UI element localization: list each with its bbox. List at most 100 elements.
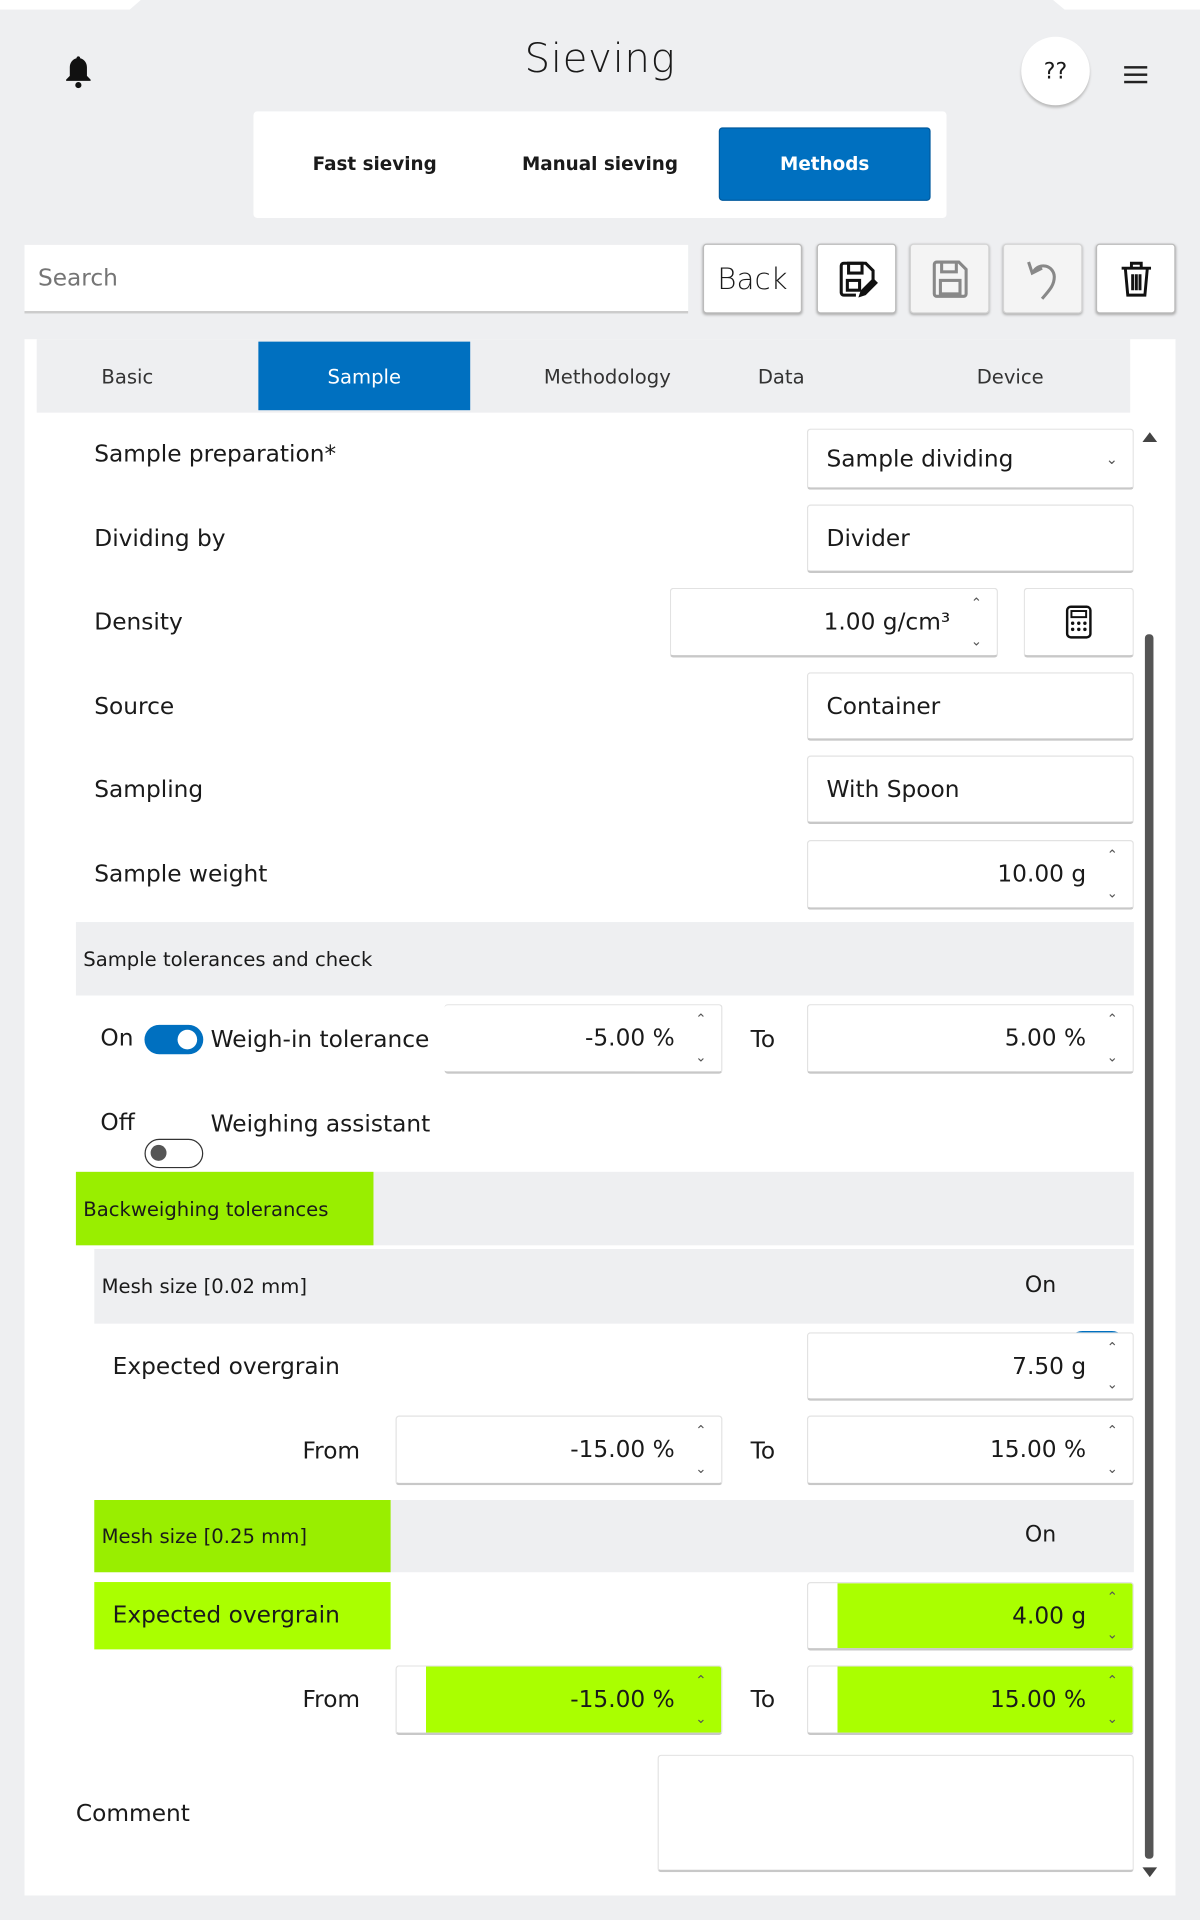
spin-down-icon[interactable]: ⌄ bbox=[1106, 1376, 1118, 1393]
spin-down-icon[interactable]: ⌄ bbox=[1106, 1710, 1118, 1727]
scrollbar-thumb[interactable] bbox=[1144, 634, 1154, 1859]
weighing-assistant-label: Weighing assistant bbox=[210, 1110, 431, 1138]
tab-data[interactable]: Data bbox=[757, 364, 805, 388]
nav-fast-sieving[interactable]: Fast sieving bbox=[312, 153, 437, 176]
search-input[interactable] bbox=[24, 244, 689, 314]
stepper[interactable]: ⌃ ⌄ bbox=[695, 1013, 706, 1064]
to-label: To bbox=[750, 1437, 776, 1465]
spin-down-icon[interactable]: ⌄ bbox=[1106, 885, 1118, 902]
scroll-down-arrow[interactable] bbox=[1142, 1867, 1158, 1878]
weigh-in-label: Weigh-in tolerance bbox=[210, 1026, 430, 1054]
spin-down-icon[interactable]: ⌄ bbox=[695, 1049, 707, 1066]
weigh-in-to-input[interactable]: 5.00 % ⌃ ⌄ bbox=[806, 1004, 1134, 1074]
expected-overgrain-input[interactable]: 7.50 g ⌃ ⌄ bbox=[806, 1332, 1134, 1401]
tab-device[interactable]: Device bbox=[976, 364, 1044, 388]
to-label: To bbox=[750, 1686, 776, 1714]
spin-up-icon[interactable]: ⌃ bbox=[1106, 847, 1118, 864]
to-value: 15.00 % bbox=[990, 1436, 1087, 1464]
spin-down-icon[interactable]: ⌄ bbox=[1106, 1626, 1118, 1643]
spin-up-icon[interactable]: ⌃ bbox=[1106, 1422, 1118, 1439]
dividing-by-field[interactable]: Divider bbox=[806, 504, 1134, 574]
spin-up-icon[interactable]: ⌃ bbox=[695, 1422, 707, 1439]
spin-up-icon[interactable]: ⌃ bbox=[1106, 1011, 1118, 1028]
calculator-button[interactable] bbox=[1023, 587, 1134, 658]
source-label: Source bbox=[94, 693, 175, 721]
tab-basic[interactable]: Basic bbox=[101, 364, 154, 388]
spin-down-icon[interactable]: ⌄ bbox=[1106, 1460, 1118, 1477]
stepper[interactable]: ⌃ ⌄ bbox=[695, 1674, 706, 1725]
mesh-title: Mesh size [0.25 mm] bbox=[94, 1500, 391, 1573]
sample-tolerances-header: Sample tolerances and check bbox=[75, 922, 1134, 996]
density-stepper[interactable]: ⌃ ⌄ bbox=[971, 596, 982, 647]
from-input[interactable]: -15.00 % ⌃ ⌄ bbox=[395, 1415, 723, 1486]
spin-up-icon[interactable]: ⌃ bbox=[970, 595, 983, 612]
hamburger-menu-icon[interactable] bbox=[1124, 65, 1148, 85]
assistant-state: Off bbox=[100, 1109, 135, 1137]
stepper[interactable]: ⌃ ⌄ bbox=[695, 1424, 706, 1475]
mesh-header: Mesh size [0.02 mm] bbox=[94, 1248, 1134, 1324]
spin-up-icon[interactable]: ⌃ bbox=[1106, 1589, 1118, 1606]
expected-overgrain-value: 7.50 g bbox=[1012, 1352, 1087, 1380]
spin-up-icon[interactable]: ⌃ bbox=[695, 1011, 707, 1028]
spin-down-icon[interactable]: ⌄ bbox=[1106, 1049, 1118, 1066]
sample-weight-input[interactable]: 10.00 g ⌃ ⌄ bbox=[806, 840, 1134, 910]
comment-label: Comment bbox=[75, 1800, 190, 1827]
nav-methods[interactable]: Methods bbox=[718, 127, 931, 201]
help-button[interactable]: ?? bbox=[1021, 36, 1090, 106]
bell-icon[interactable] bbox=[64, 55, 93, 89]
save-button[interactable] bbox=[909, 243, 990, 314]
backweighing-header: Backweighing tolerances bbox=[75, 1171, 1134, 1246]
save-edit-icon bbox=[839, 261, 878, 297]
stepper[interactable]: ⌃ ⌄ bbox=[1107, 1341, 1118, 1391]
sample-weight-value: 10.00 g bbox=[997, 860, 1087, 888]
weighing-assistant-toggle[interactable] bbox=[144, 1138, 204, 1169]
comment-textarea[interactable] bbox=[657, 1754, 1134, 1873]
weigh-in-from-value: -5.00 % bbox=[584, 1024, 675, 1052]
sampling-label: Sampling bbox=[94, 776, 204, 804]
spin-up-icon[interactable]: ⌃ bbox=[1106, 1339, 1118, 1356]
stepper[interactable]: ⌃ ⌄ bbox=[1107, 1591, 1118, 1641]
scroll-up-arrow[interactable] bbox=[1142, 432, 1158, 443]
undo-icon bbox=[1026, 260, 1056, 300]
calculator-icon bbox=[1065, 605, 1092, 639]
from-value: -15.00 % bbox=[570, 1686, 675, 1714]
from-value: -15.00 % bbox=[570, 1436, 675, 1464]
spin-up-icon[interactable]: ⌃ bbox=[695, 1672, 707, 1689]
spin-up-icon[interactable]: ⌃ bbox=[1106, 1672, 1118, 1689]
to-value: 15.00 % bbox=[990, 1686, 1087, 1714]
dividing-by-label: Dividing by bbox=[94, 525, 226, 553]
undo-button[interactable] bbox=[1002, 243, 1083, 314]
density-input[interactable]: 1.00 g/cm³ ⌃ ⌄ bbox=[669, 587, 998, 658]
from-input[interactable]: -15.00 % ⌃ ⌄ bbox=[395, 1665, 723, 1736]
to-label: To bbox=[750, 1026, 776, 1054]
spin-down-icon[interactable]: ⌄ bbox=[970, 633, 983, 649]
mesh-state: On bbox=[1024, 1272, 1057, 1298]
stepper[interactable]: ⌃ ⌄ bbox=[1107, 1013, 1118, 1064]
save-edit-button[interactable] bbox=[816, 243, 897, 314]
page-title: Sieving bbox=[524, 34, 676, 83]
delete-button[interactable] bbox=[1095, 243, 1176, 314]
to-input[interactable]: 15.00 % ⌃ ⌄ bbox=[806, 1415, 1134, 1486]
tab-sample[interactable]: Sample bbox=[258, 341, 471, 411]
expected-overgrain-input[interactable]: 4.00 g ⌃ ⌄ bbox=[806, 1582, 1134, 1651]
spin-down-icon[interactable]: ⌄ bbox=[695, 1460, 707, 1477]
source-field[interactable]: Container bbox=[806, 672, 1134, 741]
weigh-in-to-value: 5.00 % bbox=[1004, 1024, 1087, 1052]
stepper[interactable]: ⌃ ⌄ bbox=[1107, 1424, 1118, 1475]
sample-preparation-label: Sample preparation* bbox=[94, 440, 337, 468]
sample-preparation-select[interactable]: Sample dividing ⌄ bbox=[806, 428, 1134, 490]
back-button[interactable]: Back bbox=[702, 243, 803, 314]
spin-down-icon[interactable]: ⌄ bbox=[695, 1710, 707, 1727]
window-corner bbox=[1053, 0, 1200, 10]
stepper[interactable]: ⌃ ⌄ bbox=[1107, 1674, 1118, 1725]
to-input[interactable]: 15.00 % ⌃ ⌄ bbox=[806, 1665, 1134, 1736]
weigh-in-from-input[interactable]: -5.00 % ⌃ ⌄ bbox=[444, 1004, 723, 1074]
sampling-field[interactable]: With Spoon bbox=[806, 755, 1134, 825]
weigh-in-toggle[interactable] bbox=[144, 1024, 204, 1055]
from-label: From bbox=[302, 1437, 361, 1465]
trash-icon bbox=[1121, 261, 1151, 296]
density-label: Density bbox=[94, 608, 183, 636]
sample-weight-stepper[interactable]: ⌃ ⌄ bbox=[1107, 849, 1118, 900]
nav-manual-sieving[interactable]: Manual sieving bbox=[521, 153, 679, 176]
tab-methodology[interactable]: Methodology bbox=[543, 364, 671, 388]
